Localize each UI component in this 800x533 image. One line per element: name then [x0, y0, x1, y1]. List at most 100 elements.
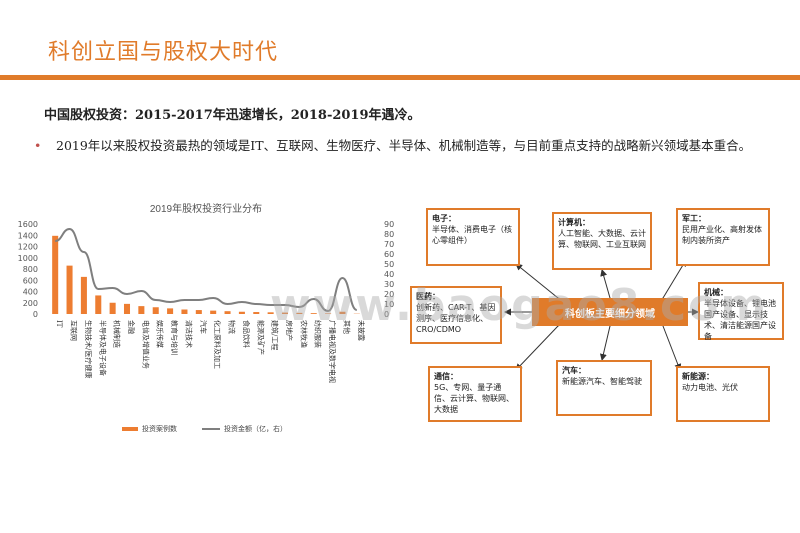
legend-label-line: 投资金额（亿，右）	[224, 424, 287, 433]
y-right-tick-label: 300	[384, 280, 394, 289]
box-text: 半导体、消费电子（核心零组件）	[432, 225, 512, 245]
box-title: 医药：	[416, 292, 440, 301]
box-title: 新能源：	[682, 372, 714, 381]
arrow-auto	[599, 319, 615, 361]
diagram-arrows	[504, 259, 699, 371]
bar	[310, 313, 317, 314]
bar	[325, 313, 332, 314]
section-heading: 中国股权投资：2015-2017年迅速增长，2018-2019年遇冷。	[44, 108, 421, 123]
center-node: 科创板主要细分领域	[532, 298, 688, 326]
x-tick-label: IT	[55, 320, 63, 328]
box-newenergy: 新能源： 动力电池、光伏	[676, 366, 770, 422]
x-tick-label: 纺织服装	[314, 320, 323, 348]
y-right-tick-label: 700	[384, 240, 394, 249]
y-left-tick-label: 200	[23, 299, 38, 308]
box-text: 动力电池、光伏	[682, 383, 738, 392]
y-right-tick-label: 900	[384, 220, 394, 229]
y-right-tick-label: 200	[384, 290, 394, 299]
box-text: 新能源汽车、智能驾驶	[562, 377, 642, 386]
box-text: 半导体设备、锂电池国产设备、显示技术、清洁能源国产设备	[704, 299, 776, 341]
y-right-tick-label: 500	[384, 260, 394, 269]
x-tick-label: 食品饮料	[242, 320, 251, 348]
box-telecom: 通信： 5G、专网、量子通信、云计算、物联网、大数据	[428, 366, 522, 422]
box-title: 电子：	[432, 214, 456, 223]
x-tick-label: 未披露	[357, 320, 366, 341]
chart-title: 2019年股权投资行业分布	[150, 202, 262, 215]
bar	[195, 310, 202, 314]
x-tick-label: 农林牧渔	[299, 320, 308, 348]
y-right-tick-label: 600	[384, 250, 394, 259]
box-title: 机械：	[704, 288, 728, 297]
y-right-tick-label: 100	[384, 300, 394, 309]
box-military: 军工： 民用产业化、高射发体制内装所资产	[676, 208, 770, 266]
y-left-tick-label: 0	[33, 310, 38, 319]
box-title: 计算机：	[558, 218, 590, 227]
bar	[339, 311, 346, 314]
x-tick-label: 电信及增值业务	[141, 320, 150, 369]
box-title: 汽车：	[562, 366, 586, 375]
legend-swatch-bars	[122, 427, 138, 431]
box-electronics: 电子： 半导体、消费电子（核心零组件）	[426, 208, 520, 266]
series-line	[54, 227, 358, 313]
bullet-text: 2019年以来股权投资最热的领域是IT、互联网、生物医疗、半导体、机械制造等，与…	[56, 138, 752, 153]
x-tick-label: 能源及矿产	[256, 320, 265, 355]
box-text: 5G、专网、量子通信、云计算、物联网、大数据	[434, 383, 514, 414]
arrow-telecom	[515, 319, 565, 371]
bar	[66, 265, 73, 314]
x-tick-label: 汽车	[199, 320, 208, 334]
y-right-tick-label: 0	[384, 310, 389, 319]
x-tick-label: 清洁技术	[184, 320, 193, 348]
x-tick-label: 建筑/工程	[271, 320, 280, 350]
box-text: 民用产业化、高射发体制内装所资产	[682, 225, 762, 245]
legend-label-bars: 投资案例数	[142, 424, 177, 433]
box-auto: 汽车： 新能源汽车、智能驾驶	[556, 360, 652, 416]
watermark: www.baogao8.com	[270, 280, 769, 331]
box-title: 军工：	[682, 214, 706, 223]
x-tick-label: 生物技术/医疗健康	[84, 320, 93, 378]
industry-distribution-chart: 2019年股权投资行业分布020040060080010001200140016…	[18, 202, 394, 433]
x-tick-label: 其他	[342, 320, 351, 334]
y-left-tick-label: 1200	[18, 243, 38, 252]
y-left-tick-label: 400	[23, 288, 38, 297]
arrow-military	[656, 259, 687, 305]
bar	[109, 302, 116, 314]
slide-title: 科创立国与股权大时代	[48, 40, 279, 65]
bar	[95, 295, 102, 314]
bar	[80, 276, 87, 314]
x-tick-label: 机械制造	[113, 320, 122, 348]
bar	[238, 311, 245, 314]
x-tick-label: 广播电视及数字电视	[328, 320, 337, 383]
box-title: 通信：	[434, 372, 458, 381]
bar	[123, 303, 131, 314]
arrow-newenergy	[657, 319, 682, 371]
box-text: 人工智能、大数据、云计算、物联网、工业互联网	[558, 229, 646, 249]
bar	[152, 307, 159, 314]
bar	[167, 308, 174, 314]
y-left-tick-label: 1400	[18, 231, 38, 240]
bar	[253, 312, 260, 314]
y-right-tick-label: 800	[384, 230, 394, 239]
y-left-tick-label: 800	[23, 265, 38, 274]
star-market-sectors-diagram: 电子： 半导体、消费电子（核心零组件） 计算机： 人工智能、大数据、云计算、物联…	[408, 200, 786, 425]
bar	[224, 311, 231, 314]
x-tick-label: 互联网	[70, 320, 79, 341]
x-tick-label: 房地产	[285, 320, 294, 341]
y-left-tick-label: 1000	[18, 254, 38, 263]
bar	[52, 235, 59, 314]
box-text: 创新药、CAR-T、基因测序、医疗信息化、CRO/CDMO	[416, 303, 496, 334]
bar	[296, 312, 303, 314]
arrow-computer	[600, 269, 616, 305]
x-tick-label: 物流	[228, 320, 237, 334]
bullet-icon: •	[34, 138, 42, 153]
arrow-electronics	[515, 263, 565, 305]
bar	[267, 312, 274, 314]
bar	[281, 312, 289, 314]
y-right-tick-label: 400	[384, 270, 394, 279]
bar	[210, 310, 217, 314]
x-tick-label: 教育与培训	[170, 320, 179, 355]
box-machinery: 机械： 半导体设备、锂电池国产设备、显示技术、清洁能源国产设备	[698, 282, 784, 341]
box-medical: 医药： 创新药、CAR-T、基因测序、医疗信息化、CRO/CDMO	[410, 286, 502, 344]
title-divider	[0, 75, 800, 80]
x-tick-label: 化工原料及加工	[213, 320, 222, 369]
y-left-tick-label: 1600	[18, 220, 38, 229]
